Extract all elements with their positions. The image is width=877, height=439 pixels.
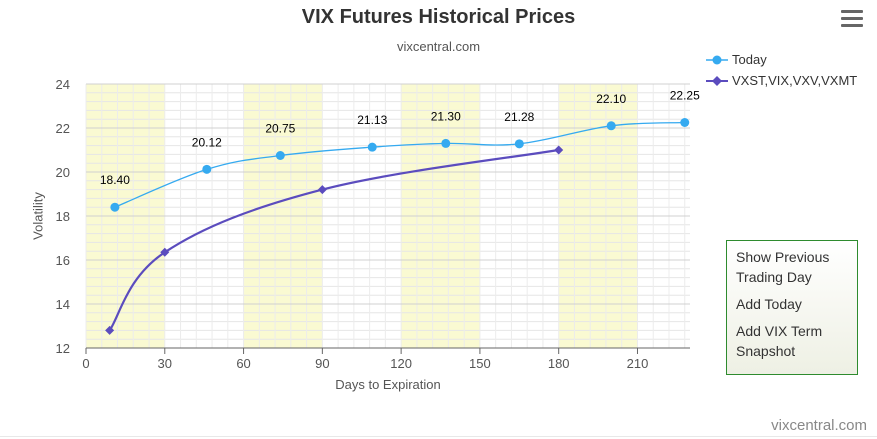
x-tick-label: 210 [627,356,649,371]
data-label: 21.30 [431,109,461,123]
x-tick-label: 0 [82,356,89,371]
menu-item-label: Add Today [736,296,802,312]
y-tick-label: 12 [56,341,70,356]
series-line [108,148,559,332]
data-point [110,202,120,212]
data-point [514,139,524,149]
diamond-marker-icon [706,76,728,86]
y-axis-title: Volatility [30,192,46,240]
y-tick-label: 14 [56,297,70,312]
data-point [680,118,690,127]
legend-item-today[interactable]: Today [706,50,857,71]
y-tick-label: 22 [56,121,70,136]
axes: 12 14 16 18 20 22 24 0 30 60 90 120 150 180 210 [56,77,690,371]
menu-item-label: Show Previous [736,249,830,265]
circle-marker-icon [706,55,728,65]
data-point [367,142,377,152]
data-label: 18.40 [100,173,130,187]
x-tick-label: 120 [390,356,412,371]
menu-bar [841,24,863,27]
x-tick-label: 60 [236,356,250,371]
y-tick-label: 24 [56,77,70,92]
data-label: 21.13 [357,113,387,127]
data-label: 20.75 [265,122,295,136]
x-tick-label: 30 [158,356,172,371]
show-previous-trading-day-button[interactable]: Show Previous Trading Day [727,247,857,287]
data-label: 22.10 [596,92,626,106]
legend-label: Today [732,52,767,67]
data-label: 20.12 [192,135,222,149]
data-point [105,325,115,335]
data-point [441,138,451,148]
data-point [317,185,327,195]
menu-item-label: Trading Day [736,269,812,285]
data-point [606,121,616,131]
chart-subtitle: vixcentral.com [396,39,481,54]
legend-label: VXST,VIX,VXV,VXMT [732,73,858,88]
chart-legend: Today VXST,VIX,VXV,VXMT [706,50,857,92]
data-point [275,151,285,160]
menu-bar [841,17,863,20]
data-labels: 18.40 20.12 20.75 21.13 21.30 21.28 22.10 22.25 [100,89,700,188]
menu-bar [841,10,863,13]
y-tick-label: 18 [56,209,70,224]
hamburger-icon[interactable] [841,10,863,28]
x-tick-label: 150 [469,356,491,371]
legend-item-term-structure[interactable]: VXST,VIX,VXV,VXMT [706,71,857,92]
menu-item-label: Snapshot [736,343,796,359]
credit-link[interactable]: vixcentral.com [771,417,867,434]
y-tick-label: 16 [56,253,70,268]
data-point [160,247,170,257]
data-label: 22.25 [670,89,700,103]
divider [0,436,877,437]
menu-item-label: Add VIX Term [736,323,823,339]
add-vix-term-snapshot-button[interactable]: Add VIX Term Snapshot [727,321,857,361]
chart-title: VIX Futures Historical Prices [301,6,576,28]
context-menu: Show Previous Trading Day Add Today Add … [726,240,858,375]
x-axis-title: Days to Expiration [335,377,441,392]
data-point [202,164,212,174]
data-label: 21.28 [504,110,534,124]
series-layer [105,118,690,335]
add-today-button[interactable]: Add Today [727,294,857,314]
data-point [554,145,564,155]
x-tick-label: 180 [548,356,570,371]
y-tick-label: 20 [56,165,70,180]
x-tick-label: 90 [315,356,329,371]
